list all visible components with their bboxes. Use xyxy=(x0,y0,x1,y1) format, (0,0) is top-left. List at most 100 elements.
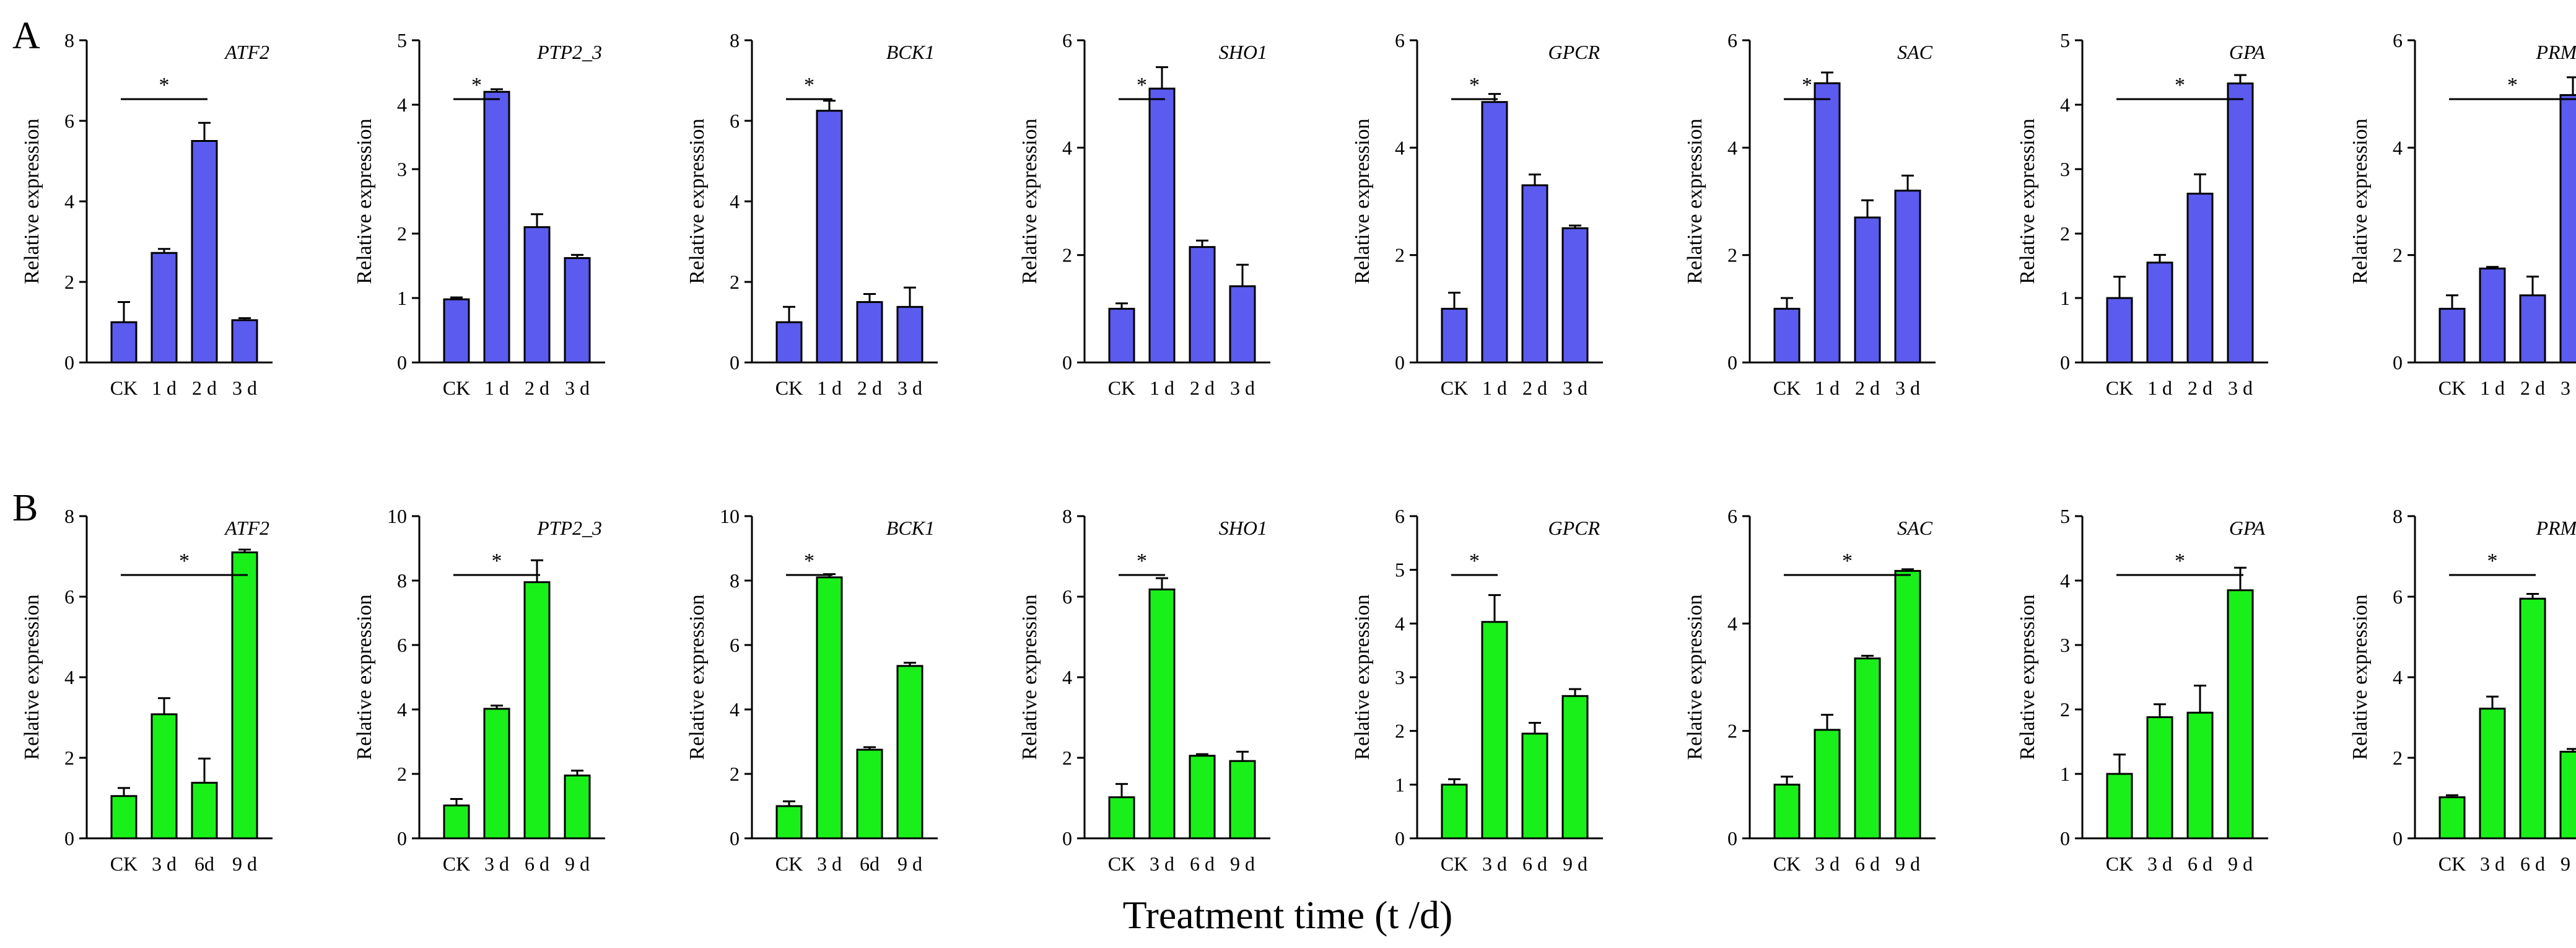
bar xyxy=(2227,82,2254,364)
x-tick-label: 3 d xyxy=(2147,853,2172,875)
bar xyxy=(110,795,138,840)
y-tick-label: 6 xyxy=(64,110,74,132)
y-axis-title: Relative expression xyxy=(2016,118,2039,284)
gene-title: SAC xyxy=(1897,41,1933,63)
y-tick-label: 0 xyxy=(2393,351,2403,374)
y-axis-title: Relative expression xyxy=(1018,594,1041,760)
x-tick-label: CK xyxy=(1108,853,1135,875)
y-tick-label: 3 xyxy=(1395,666,1405,688)
y-tick-label: 0 xyxy=(1062,827,1072,849)
y-tick-label: 4 xyxy=(2060,569,2070,592)
bar xyxy=(1189,755,1216,840)
bar xyxy=(1854,657,1881,840)
y-axis-title: Relative expression xyxy=(2016,594,2039,760)
y-tick-label: 8 xyxy=(64,505,74,527)
significance-star: * xyxy=(471,74,482,97)
y-tick-label: 4 xyxy=(64,190,74,213)
significance-star: * xyxy=(804,550,814,573)
bar xyxy=(2106,773,2133,840)
bar xyxy=(443,298,470,364)
y-tick-label: 0 xyxy=(397,827,407,849)
y-tick-label: 0 xyxy=(1395,351,1405,374)
bar xyxy=(483,90,510,364)
x-tick-label: 3 d xyxy=(1482,853,1507,875)
y-tick-label: 0 xyxy=(1395,827,1405,849)
y-tick-label: 6 xyxy=(1395,29,1405,51)
y-tick-label: 6 xyxy=(2393,29,2403,51)
gene-title: BCK1 xyxy=(886,517,935,539)
y-tick-label: 2 xyxy=(1062,244,1072,266)
x-tick-label: 6d xyxy=(194,853,214,875)
significance-star: * xyxy=(2507,74,2518,97)
y-tick-label: 3 xyxy=(397,158,407,180)
x-tick-label: CK xyxy=(443,377,470,399)
y-tick-label: 2 xyxy=(397,222,407,245)
x-tick-label: 9 d xyxy=(2561,853,2576,875)
x-tick-label: CK xyxy=(110,377,138,399)
bar xyxy=(1441,307,1468,364)
y-tick-label: 4 xyxy=(397,698,407,721)
y-tick-label: 2 xyxy=(2393,747,2403,769)
significance-star: * xyxy=(492,550,502,573)
y-tick-label: 2 xyxy=(64,747,74,769)
bar xyxy=(1108,796,1135,840)
bar xyxy=(1481,101,1508,364)
y-tick-label: 4 xyxy=(2060,94,2070,116)
significance-star: * xyxy=(1469,550,1480,573)
gene-title: GPA xyxy=(2229,41,2266,63)
chart-b-sac: 0 2 4 6 Relative expression SAC CK 3 d 6 d 9 d * xyxy=(1683,505,1936,875)
y-tick-label: 6 xyxy=(730,634,740,656)
significance-star: * xyxy=(804,74,814,97)
gene-title: SHO1 xyxy=(1219,517,1267,539)
y-tick-label: 2 xyxy=(397,763,407,785)
bar xyxy=(191,781,218,840)
x-tick-label: 6 d xyxy=(1190,853,1215,875)
x-tick-label: 9 d xyxy=(1563,853,1587,875)
y-tick-label: 0 xyxy=(1727,351,1737,374)
x-tick-label: CK xyxy=(2106,853,2133,875)
x-tick-label: CK xyxy=(2438,377,2466,399)
x-tick-label: 9 d xyxy=(1895,853,1920,875)
x-tick-label: 3 d xyxy=(2480,853,2505,875)
y-axis-title: Relative expression xyxy=(686,118,709,284)
y-axis-title: Relative expression xyxy=(353,118,376,284)
y-tick-label: 2 xyxy=(730,763,740,785)
x-tick-label: 2 d xyxy=(2188,377,2212,399)
y-tick-label: 4 xyxy=(2393,666,2403,688)
panel-label-b: B xyxy=(12,487,38,529)
y-tick-label: 8 xyxy=(730,29,740,51)
bar xyxy=(1854,216,1881,364)
y-axis-title: Relative expression xyxy=(1351,118,1374,284)
x-tick-label: 3 d xyxy=(152,853,177,875)
bar xyxy=(483,708,510,840)
y-tick-label: 4 xyxy=(1395,136,1405,159)
y-tick-label: 4 xyxy=(1062,136,1072,159)
bar xyxy=(2438,307,2466,364)
x-tick-label: 3 d xyxy=(1150,853,1174,875)
gene-title: PRMT5 xyxy=(2535,41,2576,63)
significance-star: * xyxy=(1842,550,1853,573)
y-tick-label: 0 xyxy=(730,827,740,849)
x-tick-label: 6d xyxy=(860,853,880,875)
bar xyxy=(2559,94,2576,364)
significance-star: * xyxy=(159,74,170,97)
chart-b-sho1: 0 2 4 6 8 Relative expression SHO1 CK 3 d 6 d 9 d * xyxy=(1018,505,1270,875)
y-tick-label: 4 xyxy=(1062,666,1072,688)
chart-b-prmt5: 0 2 4 6 8 Relative expression PRMT5 CK 3 d 6 d 9 d… xyxy=(2349,505,2576,875)
y-tick-label: 4 xyxy=(730,698,740,721)
charts-container: 0 2 4 6 8 Relative expression ATF2 CK 1 d 2 d 3 d *… xyxy=(20,29,2576,875)
bar xyxy=(856,748,883,840)
gene-title: PTP2_3 xyxy=(536,517,602,539)
x-tick-label: 1 d xyxy=(484,377,509,399)
y-tick-label: 2 xyxy=(1395,244,1405,266)
chart-b-ptp2_3: 0 2 4 6 8 10 Relative expression PTP2_3 CK 3 d 6 d… xyxy=(353,505,605,875)
bar xyxy=(2106,297,2133,364)
bar xyxy=(1148,87,1176,364)
x-tick-label: 1 d xyxy=(1815,377,1840,399)
y-tick-label: 1 xyxy=(2060,287,2070,309)
y-tick-label: 2 xyxy=(1727,720,1737,742)
bar xyxy=(2227,589,2254,840)
y-tick-label: 2 xyxy=(2060,222,2070,245)
y-tick-label: 2 xyxy=(2393,244,2403,266)
y-axis-title: Relative expression xyxy=(20,594,43,760)
